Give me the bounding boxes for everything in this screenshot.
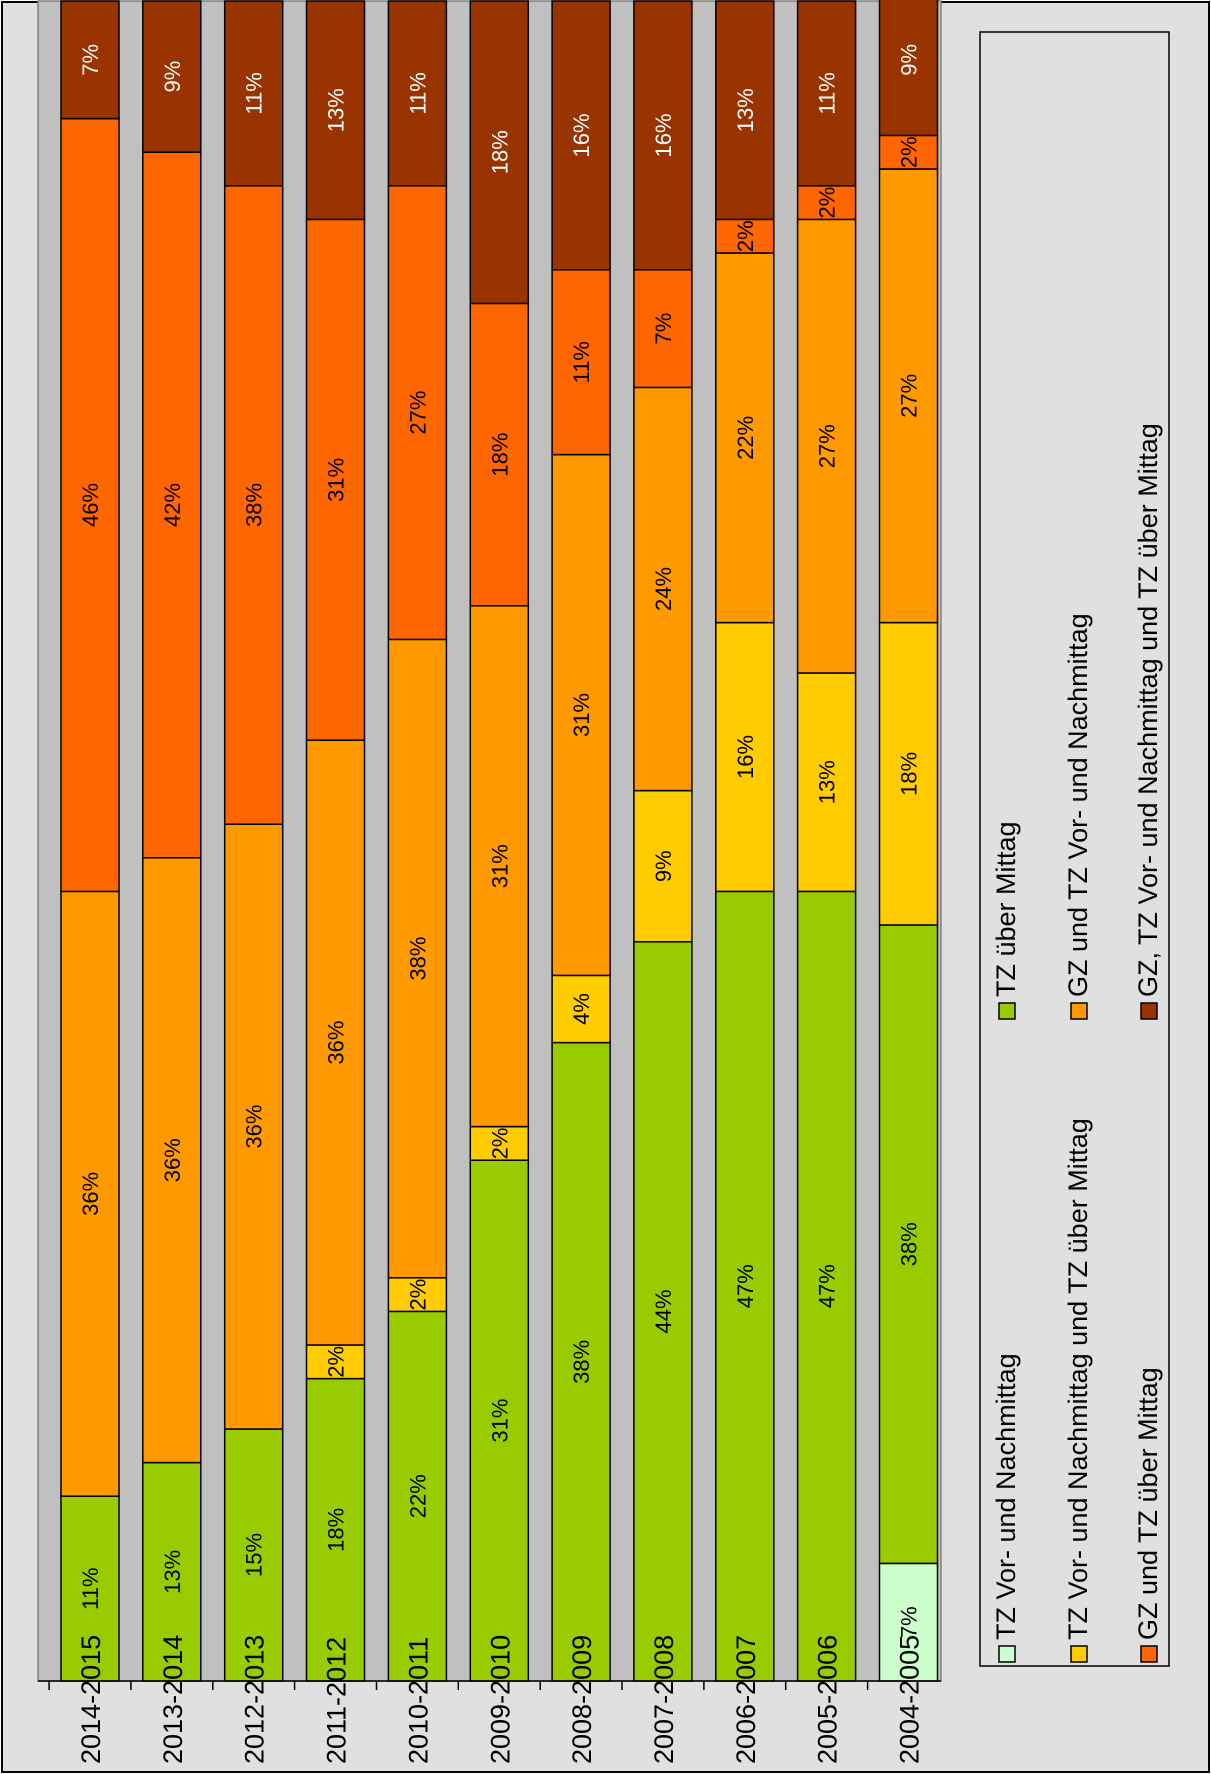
bar-data-label: 36% <box>324 1021 349 1065</box>
bar-segment <box>469 0 530 305</box>
bar-data-label: 22% <box>733 416 758 460</box>
bar-data-label: 31% <box>487 1399 512 1443</box>
legend-box <box>979 31 1170 1667</box>
bar-data-label: 9% <box>651 850 676 882</box>
bar-data-label: 16% <box>651 113 676 157</box>
bar-segment <box>796 0 857 187</box>
category-axis: 2014-2015 2013-2014 2012-2013 2011-2012 2010… <box>38 1635 941 1764</box>
bar-data-label: 13% <box>160 1550 185 1594</box>
bar-data-label: 2% <box>324 1346 349 1378</box>
bar-data-label: 36% <box>160 1138 185 1182</box>
legend-swatch <box>1140 1002 1158 1020</box>
bar-data-label: 2% <box>733 220 758 252</box>
category-tick-label: 2007-2008 <box>649 1635 679 1764</box>
bar-segment <box>305 0 366 221</box>
bar-segment <box>633 0 693 271</box>
bar-data-label: 13% <box>733 88 758 132</box>
bar-segment <box>878 0 939 137</box>
bar-data-label: 18% <box>324 1508 349 1552</box>
category-tick-label: 2011-2012 <box>322 1637 352 1764</box>
legend-label: TZ Vor- und Nachmittag und TZ über Mitta… <box>1063 1118 1093 1640</box>
bar-data-label: 18% <box>487 130 512 174</box>
bar-data-label: 38% <box>242 483 267 527</box>
bar-data-label: 9% <box>897 44 922 76</box>
bar-data-label: 46% <box>78 483 103 527</box>
bar-data-label: 13% <box>324 88 349 132</box>
bar-segment <box>142 0 202 153</box>
bar-data-label: 47% <box>815 1264 840 1308</box>
bar-data-label: 11% <box>78 1567 103 1609</box>
bar-data-label: 36% <box>242 1105 267 1149</box>
category-tick-label: 2004-2005 <box>895 1635 925 1764</box>
legend-swatch <box>1070 1002 1088 1020</box>
category-tick-label: 2006-2007 <box>731 1635 761 1764</box>
bar-data-label: 18% <box>897 752 922 796</box>
bar-data-label: 9% <box>160 61 185 93</box>
legend-swatch <box>998 1645 1016 1663</box>
bar-data-label: 2% <box>487 1128 512 1160</box>
bar-data-label: 18% <box>487 433 512 477</box>
bar-data-label: 42% <box>160 483 185 527</box>
bar-data-label: 31% <box>569 693 594 737</box>
legend-swatch <box>1140 1645 1158 1663</box>
bar-data-label: 36% <box>78 1172 103 1216</box>
legend-label: GZ, TZ Vor- und Nachmittag und TZ über M… <box>1133 423 1163 997</box>
bar-data-label: 11% <box>405 72 430 114</box>
bar-segment <box>223 0 284 187</box>
category-tick-label: 2005-2006 <box>813 1635 843 1764</box>
bar-data-label: 38% <box>897 1222 922 1266</box>
bar-data-label: 27% <box>405 391 430 435</box>
bar-data-label: 7% <box>78 44 103 76</box>
bar-data-label: 38% <box>405 937 430 981</box>
bar-data-label: 44% <box>651 1289 676 1333</box>
legend-label: TZ über Mittag <box>991 821 1021 997</box>
bars-layer: 11% 36% 46% 7% 13% 36% 42% 9% 15% 36% 38% 11% 18% 2% 3… <box>60 0 939 1682</box>
bar-data-label: 27% <box>815 424 840 468</box>
category-tick-label: 2014-2015 <box>76 1635 106 1764</box>
legend-swatch <box>1070 1645 1088 1663</box>
legend-swatch <box>998 1002 1016 1020</box>
legend-label: GZ und TZ Vor- und Nachmittag <box>1063 613 1093 997</box>
bar-data-label: 31% <box>324 458 349 502</box>
bar-segment <box>715 0 775 221</box>
category-tick-label: 2009-2010 <box>485 1635 515 1764</box>
bar-data-label: 11% <box>815 72 840 114</box>
category-tick-label: 2010-2011 <box>403 1637 433 1764</box>
legend: TZ Vor- und Nachmittag TZ Vor- und Nachmi… <box>979 31 1170 1667</box>
bar-data-label: 15% <box>242 1533 267 1577</box>
category-tick-label: 2013-2014 <box>158 1635 188 1764</box>
bar-data-label: 22% <box>405 1474 430 1518</box>
bar-data-label: 16% <box>733 735 758 779</box>
legend-label: TZ Vor- und Nachmittag <box>991 1353 1021 1640</box>
bar-segment <box>551 0 611 271</box>
bar-data-label: 31% <box>487 844 512 888</box>
bar-data-label: 38% <box>569 1340 594 1384</box>
bar-data-label: 2% <box>405 1279 430 1311</box>
bar-data-label: 16% <box>569 113 594 157</box>
bar-data-label: 47% <box>733 1264 758 1308</box>
bar-data-label: 11% <box>242 72 267 114</box>
bar-data-label: 7% <box>897 1606 922 1638</box>
bar-data-label: 7% <box>651 313 676 345</box>
category-tick-label: 2012-2013 <box>240 1635 270 1764</box>
bar-data-label: 24% <box>651 567 676 611</box>
category-tick-label: 2008-2009 <box>567 1635 597 1764</box>
bar-data-label: 11% <box>569 341 594 383</box>
legend-label: GZ und TZ über Mittag <box>1133 1367 1163 1640</box>
bar-data-label: 2% <box>897 136 922 168</box>
bar-data-label: 13% <box>815 760 840 804</box>
bar-segment <box>60 0 120 120</box>
bar-data-label: 4% <box>569 993 594 1025</box>
bar-data-label: 2% <box>815 187 840 219</box>
bar-segment <box>387 0 448 187</box>
bar-data-label: 27% <box>897 374 922 418</box>
